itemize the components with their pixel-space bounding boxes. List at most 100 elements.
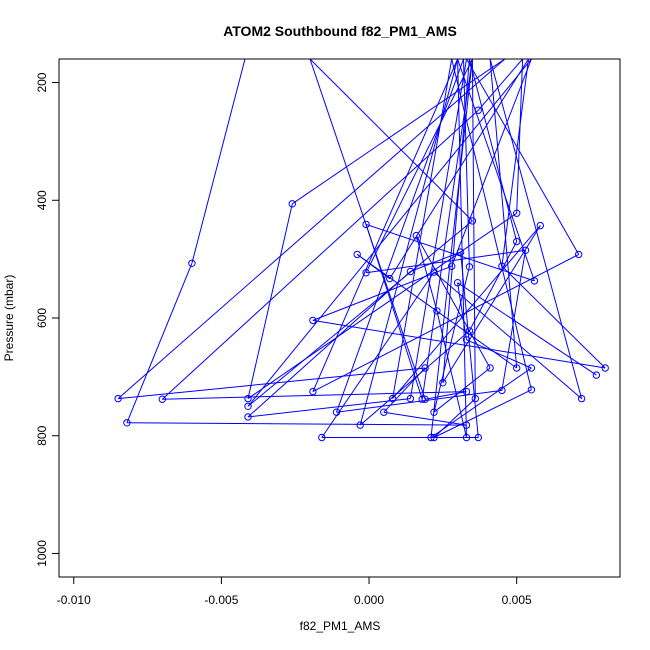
y-tick-label: 600 xyxy=(35,308,49,328)
series-segment xyxy=(425,391,467,400)
series-segment xyxy=(468,241,518,332)
y-axis-label: Pressure (mbar) xyxy=(2,275,16,362)
data-point xyxy=(418,395,426,403)
series-segment xyxy=(433,389,532,438)
series-segment xyxy=(321,271,435,438)
chart-title: ATOM2 Southbound f82_PM1_AMS xyxy=(223,23,457,39)
data-point xyxy=(513,364,521,372)
data-point xyxy=(471,394,479,403)
data-point xyxy=(188,259,196,267)
x-tick-label: -0.005 xyxy=(204,593,238,607)
series-segment xyxy=(451,59,532,267)
series-segment xyxy=(309,59,473,222)
series-segment xyxy=(433,367,491,413)
series-segment xyxy=(365,223,535,282)
data-point xyxy=(158,395,167,403)
series-segment xyxy=(421,59,473,400)
series-segment xyxy=(191,59,246,264)
x-axis: -0.010 -0.005 0.000 0.005 xyxy=(57,577,532,607)
series-segment xyxy=(466,339,532,369)
data-point xyxy=(456,248,465,256)
data-point xyxy=(474,106,482,114)
series-segment xyxy=(430,59,473,438)
data-point xyxy=(521,246,530,255)
data-point xyxy=(356,421,364,429)
series-segment xyxy=(389,59,529,279)
data-point xyxy=(421,395,429,403)
data-point xyxy=(380,408,388,416)
data-point xyxy=(362,220,370,229)
series-segment xyxy=(312,319,606,369)
y-tick-label: 1000 xyxy=(35,540,49,567)
data-point xyxy=(462,421,471,429)
series-segment xyxy=(247,398,411,418)
series-segment xyxy=(516,59,524,214)
data-point xyxy=(498,386,506,395)
series-segment xyxy=(312,59,459,392)
data-point xyxy=(430,268,438,276)
data-point xyxy=(288,200,296,208)
data-point xyxy=(536,221,544,230)
series-segment xyxy=(468,59,518,242)
data-point xyxy=(513,209,521,217)
data-point xyxy=(577,394,586,403)
series-segment xyxy=(442,225,541,384)
data-point xyxy=(465,263,474,271)
series-segment xyxy=(126,422,467,426)
series-segment xyxy=(392,225,541,399)
data-point xyxy=(123,419,131,427)
data-point xyxy=(427,433,435,442)
series-segment xyxy=(162,391,467,400)
y-tick-label: 400 xyxy=(35,190,49,210)
series-segment xyxy=(457,59,535,282)
series-segment xyxy=(359,59,459,426)
series-segment xyxy=(366,249,526,274)
y-tick-label: 800 xyxy=(35,425,49,445)
data-point xyxy=(388,394,397,403)
x-tick-label: 0.005 xyxy=(502,593,532,607)
data-point xyxy=(462,336,471,344)
series-segment xyxy=(457,282,597,376)
data-point xyxy=(486,364,494,372)
series-segment xyxy=(457,282,467,340)
series-segment xyxy=(247,212,517,400)
series-segment xyxy=(312,265,452,321)
series-segment xyxy=(466,59,580,255)
data-point xyxy=(439,379,447,387)
x-tick-label: -0.010 xyxy=(57,593,91,607)
data-point xyxy=(527,386,536,394)
series-segment xyxy=(415,235,438,312)
y-axis: 200 400 600 800 1000 xyxy=(35,72,59,567)
series-segment xyxy=(433,271,582,399)
data-point xyxy=(530,277,539,285)
data-point xyxy=(318,433,326,442)
data-point xyxy=(244,402,252,410)
series-segment xyxy=(501,265,606,369)
data-point xyxy=(462,433,471,442)
data-point xyxy=(527,364,536,372)
series-segment xyxy=(415,235,491,369)
data-point xyxy=(448,262,456,270)
data-point xyxy=(353,250,361,259)
data-point xyxy=(575,250,583,259)
data-point xyxy=(453,279,462,287)
series-segment xyxy=(161,109,479,400)
series-segment xyxy=(365,59,473,273)
data-point xyxy=(433,307,441,315)
data-point xyxy=(462,387,471,396)
series-segment xyxy=(410,251,461,272)
series-segment xyxy=(477,59,523,111)
data-point xyxy=(474,433,482,442)
series-segment xyxy=(365,224,423,400)
data-point xyxy=(386,274,394,283)
data-point xyxy=(362,269,370,277)
data-point xyxy=(430,408,438,416)
plot-area xyxy=(114,59,609,442)
data-point xyxy=(406,394,415,403)
data-point xyxy=(430,433,438,442)
data-point xyxy=(244,413,252,421)
series-segment xyxy=(359,330,470,426)
data-point xyxy=(498,262,506,270)
data-point xyxy=(412,231,420,240)
data-point xyxy=(406,267,415,276)
